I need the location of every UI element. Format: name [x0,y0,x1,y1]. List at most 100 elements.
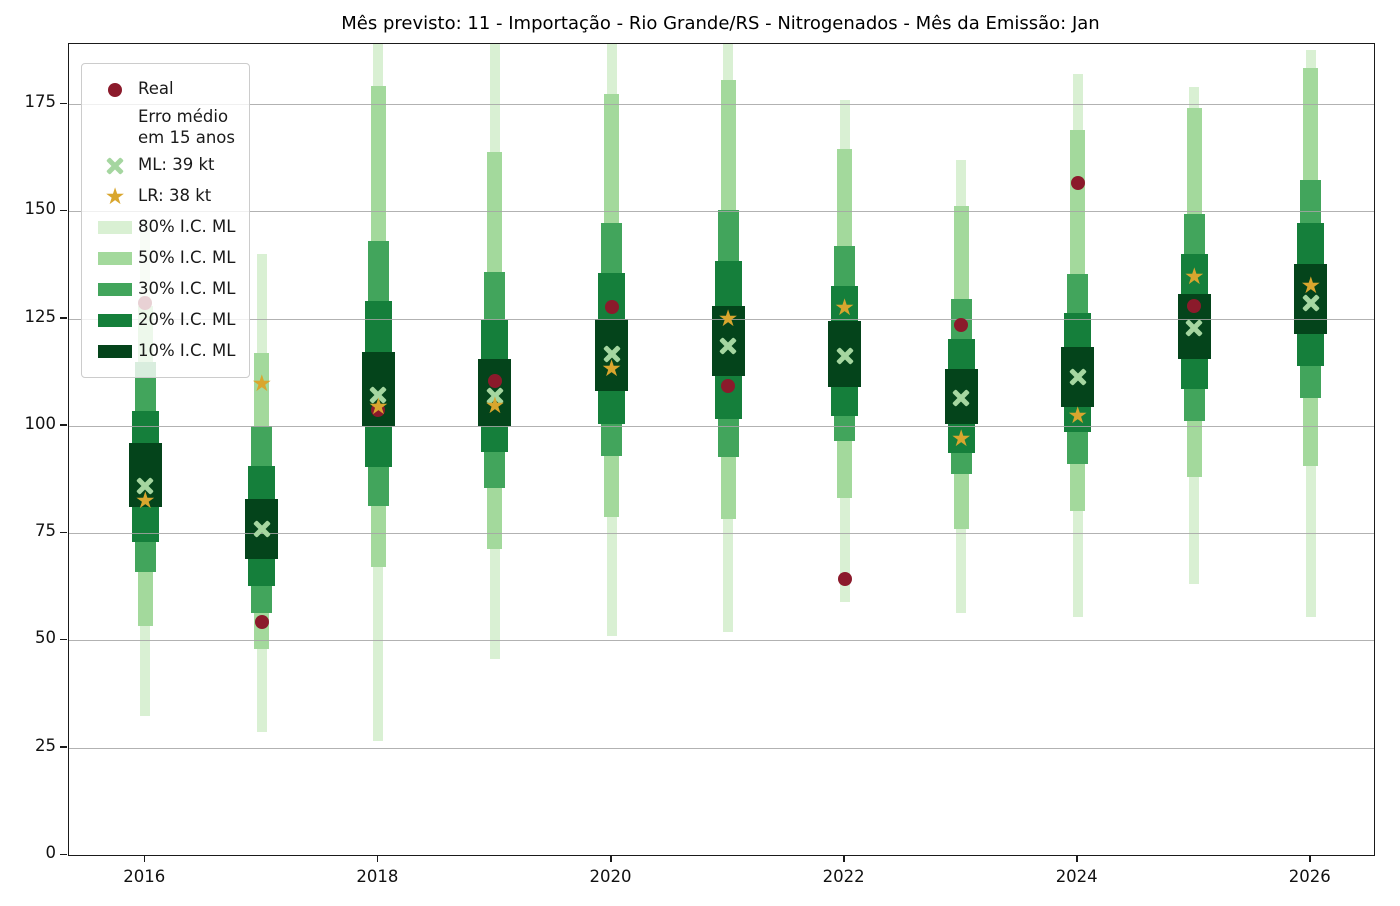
ci-10-bar-2016 [128,443,162,508]
legend-marker-50 [92,247,138,271]
chart-title: Mês previsto: 11 - Importação - Rio Gran… [341,13,1100,34]
ml-x-icon [107,157,124,174]
x-tick-2016 [143,855,146,862]
lr-marker-2026: ★ [1300,273,1322,299]
legend-label-ml: ML: 39 kt [138,155,215,175]
y-tick-25 [60,746,67,748]
real-marker-2023 [954,318,969,333]
y-tick-label-175: 175 [24,92,57,112]
gridline-100 [69,425,1374,427]
y-tick-label-75: 75 [35,521,56,541]
y-tick-label-100: 100 [24,413,57,433]
real-marker-2017 [254,614,269,629]
legend-label-50: 50% I.C. ML [138,248,236,268]
legend-marker-30 [92,278,138,302]
y-tick-150 [60,209,67,212]
ci-80-swatch [98,221,132,235]
gridline-125 [69,318,1374,320]
ci-10-swatch [98,345,132,359]
gridline-25 [69,747,1374,749]
y-tick-label-0: 0 [45,843,57,862]
y-tick-label-25: 25 [35,735,56,755]
x-tick-label-2026: 2026 [1288,867,1331,886]
legend-item-20: 20% I.C. ML [92,305,235,336]
legend: Real Erro médio em 15 anos ML: 39 kt ★ LR: 3… [81,63,251,379]
legend-label-lr: LR: 38 kt [138,186,212,206]
legend-item-lr: ★ LR: 38 kt [92,181,235,212]
legend-item-50: 50% I.C. ML [92,243,235,274]
real-dot-icon [108,82,122,97]
legend-marker-ml [92,154,138,178]
y-tick-label-150: 150 [24,199,57,219]
ml-marker-2021 [720,337,737,354]
ci-50-swatch [98,252,132,266]
legend-label-10: 10% I.C. ML [138,341,236,361]
real-marker-2025 [1187,298,1202,313]
y-tick-0 [60,853,67,855]
y-tick-label-125: 125 [24,306,57,326]
real-marker-2024 [1070,175,1085,190]
legend-item-10: 10% I.C. ML [92,336,235,367]
lr-marker-2017: ★ [251,370,273,397]
legend-marker-erro-m-dio-em-15-anos [92,116,138,140]
legend-item-80: 80% I.C. ML [92,212,235,243]
legend-label-erro-m-dio-em-15-anos: Erro médio em 15 anos [138,107,235,147]
y-tick-50 [60,638,67,641]
x-tick-2020 [610,855,612,862]
plot-area: ★ ★ ★ ★ ★ ★ ★ ★ ★ ★ ★ Real Erro médio em 15 anos ML: … [68,43,1375,856]
legend-marker-lr: ★ [92,185,138,209]
ci-30-swatch [98,283,132,297]
y-tick-75 [60,531,67,534]
legend-marker-real [92,78,138,102]
legend-marker-80 [92,216,138,240]
ml-marker-2022 [836,347,853,364]
x-tick-2018 [376,855,379,862]
legend-marker-20 [92,309,138,333]
real-marker-2021 [721,378,736,393]
real-marker-2019 [487,373,502,388]
lr-marker-2019: ★ [484,392,506,419]
ml-marker-2017 [253,520,270,537]
legend-marker-10 [92,340,138,364]
x-tick-label-2022: 2022 [822,867,865,886]
legend-label-real: Real [138,79,174,99]
x-tick-2022 [843,855,845,862]
lr-marker-2018: ★ [368,393,389,420]
y-tick-label-50: 50 [35,628,56,648]
lr-marker-2022: ★ [834,295,855,322]
lr-marker-2021: ★ [717,306,739,333]
y-tick-125 [60,317,67,319]
gridline-150 [69,211,1374,213]
gridline-75 [69,533,1374,535]
lr-marker-2024: ★ [1067,402,1088,429]
lr-marker-2023: ★ [950,426,972,453]
lr-marker-2020: ★ [601,355,622,382]
legend-item-erro-m-dio-em-15-anos: Erro médio em 15 anos [92,105,235,150]
ml-marker-2023 [953,389,970,406]
lr-marker-2016: ★ [134,487,156,514]
ml-marker-2025 [1186,319,1203,336]
lr-marker-2025: ★ [1183,263,1205,290]
ml-marker-2024 [1069,368,1086,385]
lr-star-icon: ★ [104,183,126,210]
legend-label-80: 80% I.C. ML [138,217,236,237]
legend-label-30: 30% I.C. ML [138,279,236,299]
legend-item-real: Real [92,74,235,105]
x-tick-label-2016: 2016 [123,867,166,886]
y-tick-100 [60,424,67,426]
legend-item-30: 30% I.C. ML [92,274,235,305]
ci-20-swatch [98,314,132,328]
x-tick-2026 [1309,855,1311,862]
gridline-50 [69,640,1374,642]
x-tick-label-2024: 2024 [1055,867,1098,886]
legend-item-ml: ML: 39 kt [92,150,235,181]
y-tick-175 [60,102,67,105]
real-marker-2022 [837,571,852,586]
gridline-175 [69,104,1374,106]
x-tick-label-2018: 2018 [356,867,399,886]
legend-label-20: 20% I.C. ML [138,310,236,330]
real-marker-2020 [604,300,619,315]
x-tick-2024 [1076,855,1078,862]
real-marker-2018 [371,403,386,418]
